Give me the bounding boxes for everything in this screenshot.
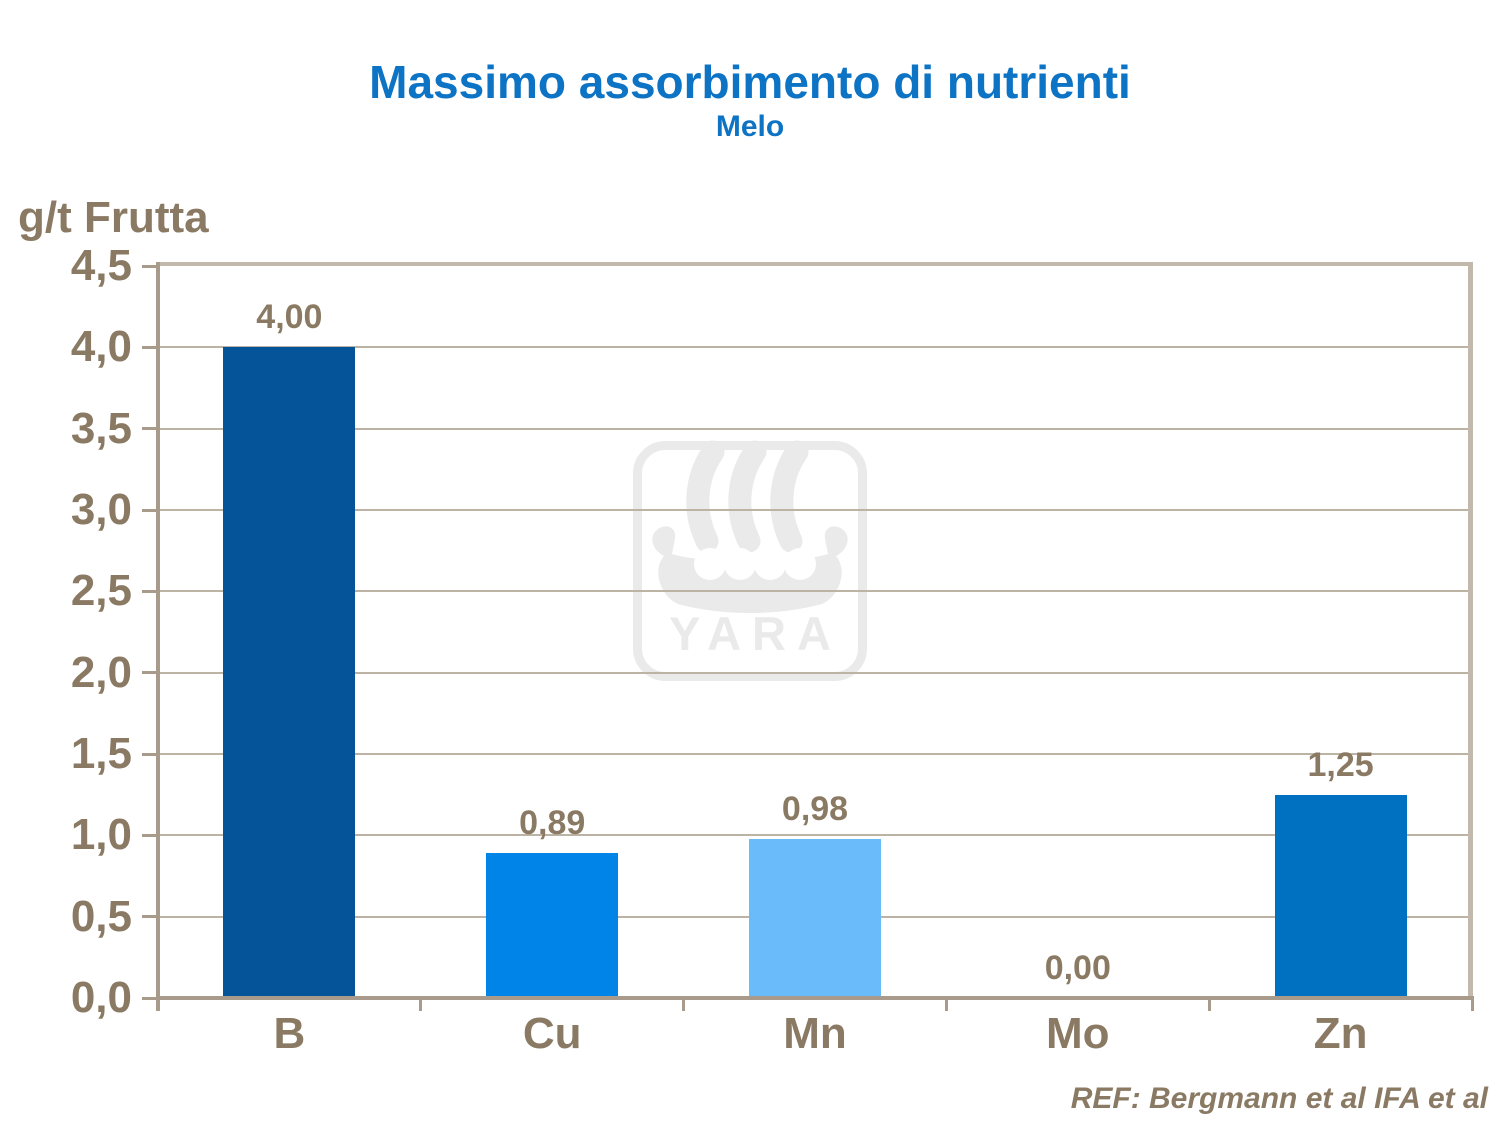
y-axis-tick [142, 589, 158, 593]
y-axis-tick [142, 671, 158, 675]
y-axis-tick [142, 264, 158, 268]
gridline [158, 671, 1472, 674]
y-axis-tick-label: 3,0 [70, 485, 132, 534]
gridline [158, 509, 1472, 511]
bar-value-label: 1,25 [1307, 745, 1374, 784]
y-axis-tick [142, 752, 158, 756]
y-axis-tick [142, 833, 158, 837]
y-axis-tick [142, 915, 158, 919]
x-axis-tick [944, 996, 948, 1011]
bar-zn [1274, 794, 1407, 996]
gridline [158, 590, 1472, 593]
bar-cu [486, 853, 619, 996]
x-axis-tick [419, 996, 423, 1011]
y-axis-tick [142, 508, 158, 512]
x-axis-tick [682, 996, 686, 1011]
y-axis-line [156, 262, 160, 1011]
y-axis-title: g/t Frutta [18, 193, 209, 242]
y-axis-tick-label: 2,5 [70, 566, 132, 616]
category-label-mn: Mn [783, 1009, 847, 1058]
y-axis-tick-label: 3,5 [70, 403, 132, 453]
category-label-cu: Cu [522, 1009, 582, 1058]
y-axis-tick [142, 996, 158, 1000]
bar-value-label: 0,89 [519, 804, 586, 843]
bar-value-label: 0,00 [1044, 949, 1111, 987]
y-axis-tick-label: 1,5 [70, 729, 132, 778]
bar-b [223, 347, 356, 996]
y-axis-tick [142, 345, 158, 349]
category-label-mo: Mo [1046, 1009, 1110, 1058]
y-axis-tick [142, 427, 158, 431]
y-axis-tick-label: 4,0 [70, 322, 132, 372]
y-axis-tick-label: 0,5 [70, 891, 132, 941]
bar-value-label: 4,00 [256, 298, 323, 337]
gridline [158, 427, 1472, 430]
gridline [158, 834, 1472, 837]
x-axis-tick [1207, 996, 1211, 1011]
x-axis-tick [1470, 996, 1474, 1011]
plot-border-top [156, 262, 1473, 266]
gridline [158, 753, 1472, 755]
y-axis-tick-label: 1,0 [70, 810, 132, 860]
yara-watermark: YARA [632, 440, 868, 682]
yara-watermark-text: YARA [669, 607, 842, 660]
y-axis-tick-label: 4,5 [70, 241, 132, 290]
category-label-zn: Zn [1313, 1009, 1368, 1058]
bar-value-label: 0,98 [781, 789, 849, 828]
chart-subtitle: Melo [715, 110, 785, 143]
y-axis-tick-label: 2,0 [70, 647, 132, 697]
gridline [158, 346, 1472, 349]
chart-title: Massimo assorbimento di nutrienti [369, 56, 1131, 108]
x-axis-line [156, 996, 1473, 1000]
category-label-b: B [273, 1009, 306, 1058]
plot-border-right [1468, 262, 1473, 1000]
x-axis-tick [156, 996, 160, 1011]
bar-mn [749, 838, 881, 996]
reference-note: REF: Bergmann et al IFA et al [1070, 1082, 1488, 1115]
y-axis-tick-label: 0,0 [70, 973, 132, 1022]
